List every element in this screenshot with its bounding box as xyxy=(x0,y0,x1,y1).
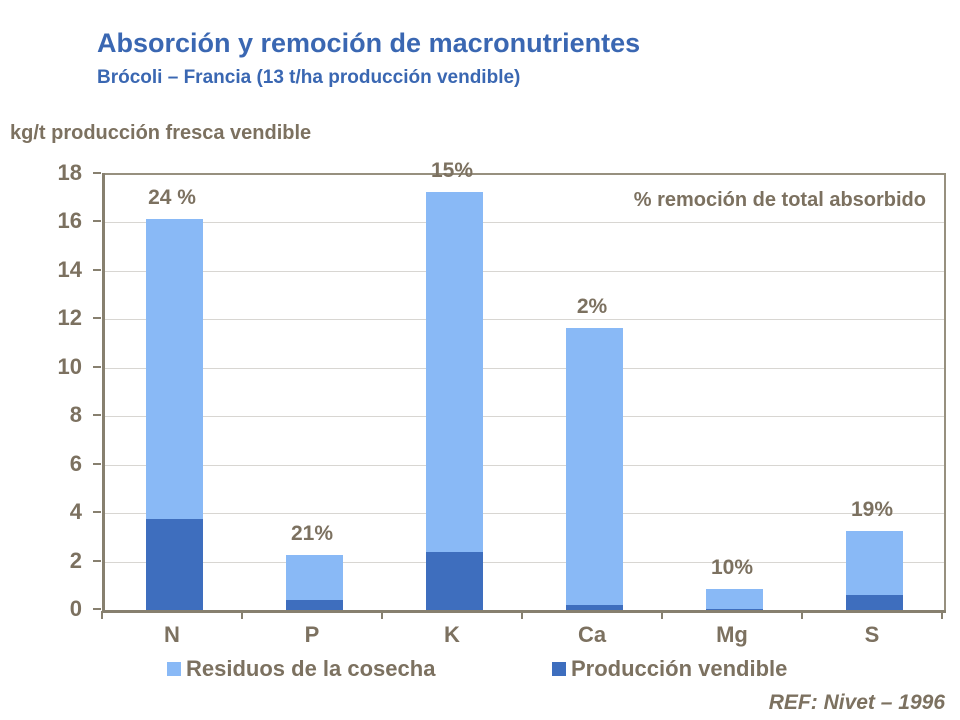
y-tick-mark xyxy=(93,268,101,271)
y-tick-mark xyxy=(93,365,101,368)
x-category-label-S: S xyxy=(864,622,880,647)
legend-item-vendible: Producción vendible xyxy=(552,656,787,682)
page-subtitle: Brócoli – Francia (13 t/ha producción ve… xyxy=(97,67,521,88)
gridline xyxy=(104,416,944,418)
y-axis-title: kg/t producción fresca vendible xyxy=(10,122,312,144)
x-category-label-K: K xyxy=(444,622,460,647)
bar-Mg xyxy=(705,589,763,611)
y-tick-label: 6 xyxy=(69,450,82,476)
legend-item-residuos: Residuos de la cosecha xyxy=(167,656,435,682)
legend-swatch-vendible-icon xyxy=(552,662,566,676)
y-tick-label: 8 xyxy=(69,402,82,428)
bar-segment xyxy=(285,555,343,601)
y-tick-mark xyxy=(93,608,101,610)
y-tick-label: 10 xyxy=(57,353,82,379)
gridline xyxy=(104,367,944,369)
bar-percent-label-K: 15% xyxy=(430,158,474,182)
x-tick-mark xyxy=(941,611,943,619)
x-tick-mark xyxy=(101,611,103,619)
y-tick-label: 4 xyxy=(69,499,82,525)
gridline xyxy=(104,222,944,224)
bar-segment xyxy=(845,531,903,596)
bar-S xyxy=(845,531,903,611)
bar-N xyxy=(145,218,203,611)
bar-P xyxy=(285,555,343,611)
page-title: Absorción y remoción de macronutrientes xyxy=(97,28,641,58)
bar-Ca xyxy=(565,327,623,611)
chart-annotation: % remoción de total absorbido xyxy=(633,189,926,211)
bar-percent-label-S: 19% xyxy=(850,498,894,522)
legend-label-vendible: Producción vendible xyxy=(571,656,788,681)
y-tick-label: 14 xyxy=(57,256,82,282)
y-tick-mark xyxy=(93,462,101,465)
gridline xyxy=(104,319,944,321)
gridline xyxy=(104,270,944,272)
y-tick-label: 2 xyxy=(69,547,82,573)
y-tick-label: 12 xyxy=(57,305,82,331)
x-tick-mark xyxy=(381,611,383,619)
bar-K xyxy=(425,191,483,611)
gridline xyxy=(104,513,944,515)
plot-area: % remoción de total absorbido xyxy=(102,173,946,613)
y-tick-mark xyxy=(93,317,101,320)
y-tick-mark xyxy=(93,511,101,514)
x-tick-mark xyxy=(661,611,663,619)
bar-segment xyxy=(705,589,763,609)
x-tick-mark xyxy=(521,611,523,619)
x-category-label-P: P xyxy=(304,622,320,647)
legend-swatch-residuos-icon xyxy=(167,662,181,676)
x-category-label-Mg: Mg xyxy=(716,622,748,647)
x-category-label-Ca: Ca xyxy=(577,622,607,647)
y-tick-mark xyxy=(93,172,101,174)
y-tick-mark xyxy=(93,559,101,562)
bar-segment xyxy=(285,600,343,611)
y-tick-mark xyxy=(93,220,101,223)
bar-percent-label-N: 24 % xyxy=(148,185,196,209)
y-tick-label: 0 xyxy=(69,596,82,621)
x-tick-mark xyxy=(241,611,243,619)
y-tick-label: 18 xyxy=(57,160,82,185)
reference-text: REF: Nivet – 1996 xyxy=(768,691,945,714)
bar-segment xyxy=(425,191,483,552)
legend: Residuos de la cosecha Producción vendib… xyxy=(0,656,960,686)
bar-segment xyxy=(145,218,203,519)
bar-percent-label-P: 21% xyxy=(290,522,334,546)
gridline xyxy=(104,561,944,563)
x-tick-mark xyxy=(801,611,803,619)
legend-label-residuos: Residuos de la cosecha xyxy=(186,656,436,681)
y-tick-label: 16 xyxy=(57,208,82,234)
gridline xyxy=(104,464,944,466)
bar-segment xyxy=(145,518,203,611)
bar-segment xyxy=(565,604,623,611)
x-category-label-N: N xyxy=(164,622,180,647)
bar-segment xyxy=(845,595,903,611)
bar-segment xyxy=(565,327,623,605)
y-tick-mark xyxy=(93,414,101,417)
bar-segment xyxy=(425,551,483,611)
bar-segment xyxy=(705,608,763,611)
bar-percent-label-Ca: 2% xyxy=(576,294,608,318)
bar-percent-label-Mg: 10% xyxy=(710,556,754,580)
